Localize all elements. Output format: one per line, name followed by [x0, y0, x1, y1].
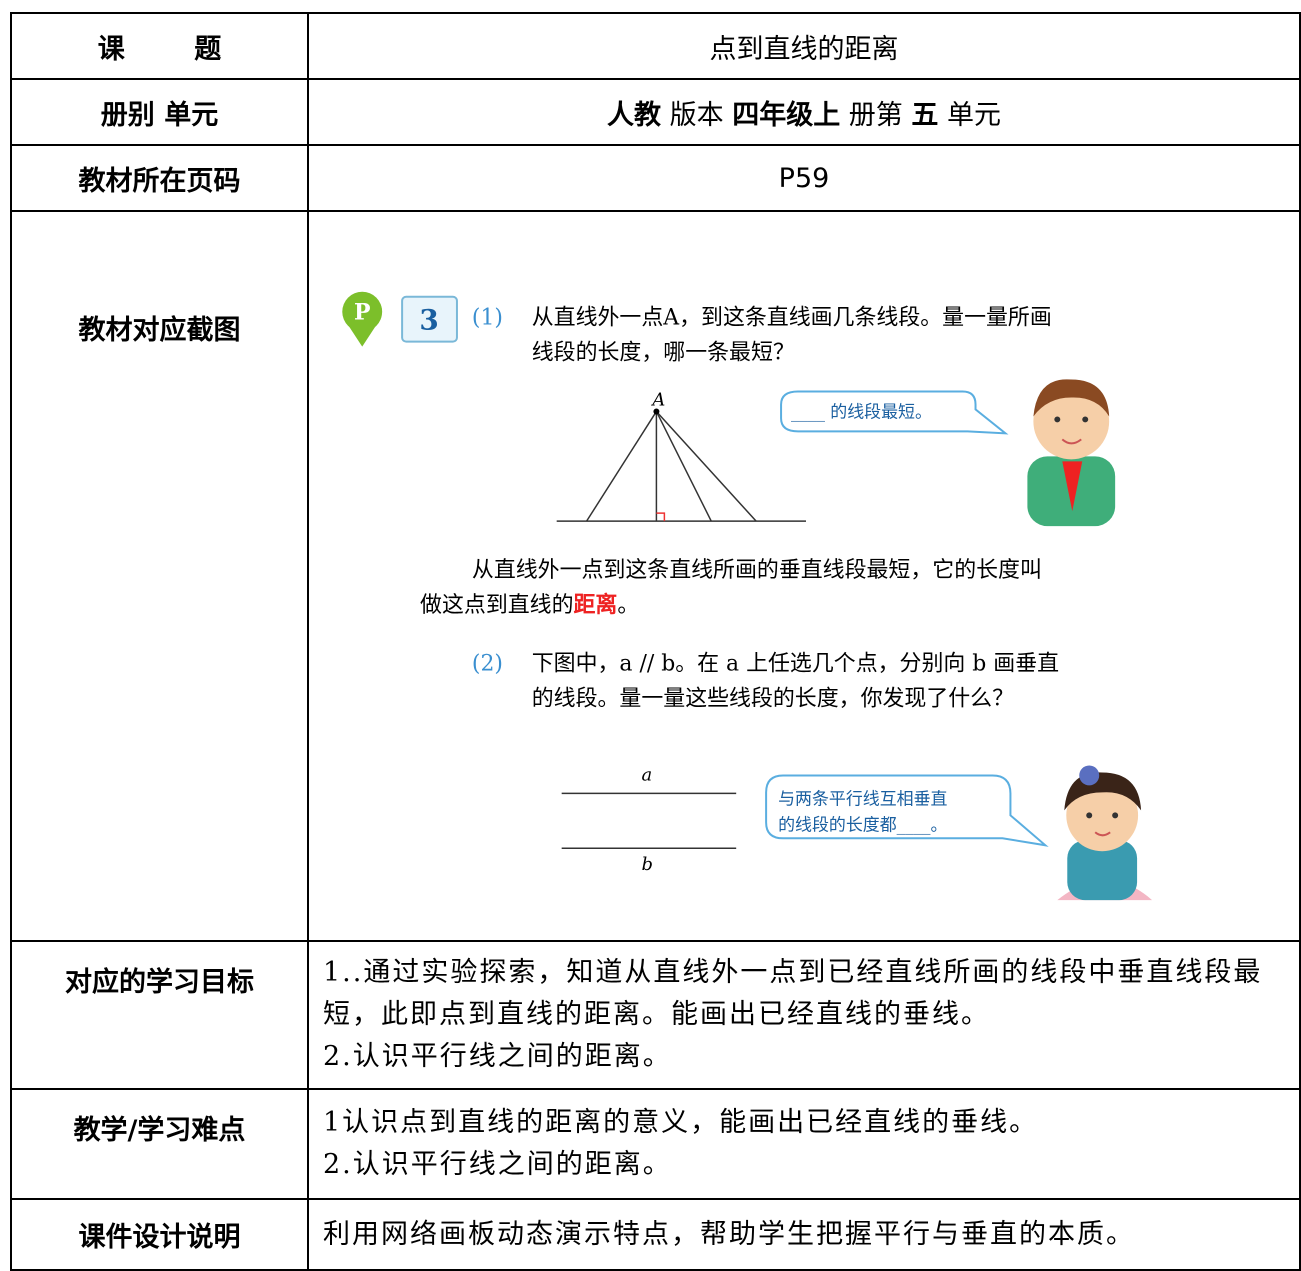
- label-cell: 册别 单元: [10, 78, 309, 146]
- lesson-table: 课 题 点到直线的距离 册别 单元 人教 版本 四年级上 册第 五 单元 教材所…: [10, 12, 1301, 1271]
- label: 教材所在页码: [78, 165, 241, 197]
- text: 单元: [938, 99, 1001, 131]
- text: 。: [617, 593, 639, 618]
- triangle-diagram: [556, 410, 806, 522]
- question-line: 从直线外一点A，到这条直线画几条线段。量一量所画: [532, 306, 1052, 331]
- row: 册别 单元 人教 版本 四年级上 册第 五 单元: [10, 78, 1301, 146]
- textbook-figure: P 3 (1) 从直线外一点A，到这条直线画几条线段。量一量所画 线段的长度，哪…: [342, 291, 1153, 901]
- question-line: 的线段。量一量这些线段的长度，你发现了什么？: [532, 687, 1014, 712]
- unit: 五: [911, 99, 939, 131]
- text: 做这点到直线的: [420, 593, 573, 618]
- label: 教材对应截图: [78, 315, 241, 346]
- p-icon: P: [342, 291, 383, 347]
- definition-line: 做这点到直线的距离。: [420, 592, 639, 618]
- goal-item: 1..通过实验探索，知道从直线外一点到已经直线所画的线段中垂直线段最短，此即点到…: [323, 957, 1263, 1030]
- publisher: 人教: [607, 99, 662, 131]
- row: 课 题 点到直线的距离: [10, 12, 1301, 80]
- part-number: (2): [472, 652, 503, 677]
- speech-bubble: [780, 390, 1009, 435]
- label: 册别 单元: [100, 99, 219, 131]
- row: 对应的学习目标 1..通过实验探索，知道从直线外一点到已经直线所画的线段中垂直线…: [10, 940, 1301, 1090]
- figure-cell: P 3 (1) 从直线外一点A，到这条直线画几条线段。量一量所画 线段的长度，哪…: [307, 210, 1301, 942]
- label: 课件设计说明: [78, 1222, 241, 1253]
- content-cell: 利用网络画板动态演示特点，帮助学生把握平行与垂直的本质。: [307, 1198, 1301, 1271]
- label-cell: 教学/学习难点: [10, 1088, 309, 1200]
- point-label: A: [650, 389, 665, 410]
- text: 册第: [840, 99, 912, 131]
- speech-bubble: [765, 774, 1049, 847]
- girl: [1057, 765, 1153, 901]
- content: P59: [778, 162, 830, 194]
- text: 版本: [661, 99, 733, 131]
- svg-text:P: P: [354, 300, 370, 326]
- line-label: b: [641, 854, 652, 875]
- label: 对应的学习目标: [65, 967, 254, 998]
- right-angle: [656, 512, 666, 522]
- bubble-text: 的线段的长度都____。: [778, 814, 947, 834]
- goal-item: 2.认识平行线之间的距离。: [323, 1041, 672, 1072]
- label-cell: 教材对应截图: [10, 210, 309, 942]
- grade: 四年级上: [732, 99, 841, 131]
- difficulty-item: 1认识点到直线的距离的意义，能画出已经直线的垂线。: [323, 1107, 1039, 1138]
- keyword: 距离: [574, 592, 618, 618]
- label-cell: 对应的学习目标: [10, 940, 309, 1090]
- content-cell: 人教 版本 四年级上 册第 五 单元: [307, 78, 1301, 146]
- line-label: a: [641, 764, 652, 785]
- label-cell: 课 题: [10, 12, 309, 80]
- content: 点到直线的距离: [709, 33, 899, 65]
- row: 课件设计说明 利用网络画板动态演示特点，帮助学生把握平行与垂直的本质。: [10, 1198, 1301, 1271]
- part-number: (1): [472, 306, 503, 331]
- content: 利用网络画板动态演示特点，帮助学生把握平行与垂直的本质。: [323, 1218, 1135, 1250]
- label: 教学/学习难点: [73, 1115, 246, 1146]
- example-number: 3: [419, 304, 438, 337]
- bubble-text: ____ 的线段最短。: [791, 401, 932, 421]
- bubble-text: 与两条平行线互相垂直: [778, 788, 947, 808]
- difficulty-item: 2.认识平行线之间的距离。: [323, 1149, 672, 1180]
- row: 教材所在页码 P59: [10, 144, 1301, 212]
- content-cell: 1认识点到直线的距离的意义，能画出已经直线的垂线。 2.认识平行线之间的距离。: [307, 1088, 1301, 1200]
- row: 教学/学习难点 1认识点到直线的距离的意义，能画出已经直线的垂线。 2.认识平行…: [10, 1088, 1301, 1200]
- content-cell: 1..通过实验探索，知道从直线外一点到已经直线所画的线段中垂直线段最短，此即点到…: [307, 940, 1301, 1090]
- content-cell: P59: [307, 144, 1301, 212]
- content-cell: 点到直线的距离: [307, 12, 1301, 80]
- label: 课 题: [97, 33, 222, 65]
- question-line: 下图中，a // b。在 a 上任选几个点，分别向 b 画垂直: [532, 652, 1059, 677]
- example-box: [401, 295, 458, 343]
- definition-line: 从直线外一点到这条直线所画的垂直线段最短，它的长度叫: [472, 558, 1042, 583]
- label-cell: 课件设计说明: [10, 1198, 309, 1271]
- boy: [1027, 379, 1116, 527]
- row: 教材对应截图 P 3 (1) 从直线外一点A，到这条直线画几条线段。量一量所画 …: [10, 210, 1301, 942]
- point: [653, 408, 660, 415]
- label-cell: 教材所在页码: [10, 144, 309, 212]
- question-line: 线段的长度，哪一条最短？: [532, 341, 795, 366]
